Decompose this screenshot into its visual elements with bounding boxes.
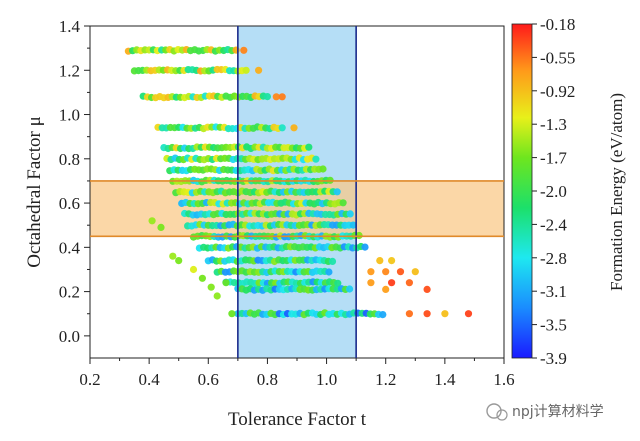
data-point <box>349 221 357 229</box>
y-tick-label: 0.6 <box>59 194 80 213</box>
data-point <box>423 285 431 293</box>
data-point <box>464 310 473 318</box>
data-point <box>189 265 198 274</box>
data-point <box>240 46 248 54</box>
data-point <box>278 93 286 101</box>
data-point <box>228 310 236 318</box>
data-point <box>242 66 250 74</box>
data-point <box>198 274 206 282</box>
colorbar-tick-label: -0.92 <box>540 82 575 101</box>
data-point <box>290 124 298 132</box>
data-point <box>376 257 384 265</box>
y-tick-label: 1.2 <box>59 61 80 80</box>
data-point <box>382 285 390 293</box>
data-point <box>319 165 327 173</box>
x-tick-label: 0.8 <box>257 370 278 389</box>
data-point <box>213 292 221 300</box>
x-tick-label: 1.6 <box>493 370 514 389</box>
colorbar-gradient <box>511 23 533 359</box>
data-point <box>175 257 183 265</box>
colorbar-tick-label: -2.4 <box>540 215 567 234</box>
data-point <box>423 310 431 318</box>
data-point <box>388 257 396 265</box>
wechat-icon <box>486 403 502 419</box>
data-point <box>339 199 347 207</box>
data-point <box>333 188 341 196</box>
y-tick-label: 0.4 <box>59 238 81 257</box>
data-point <box>346 210 354 218</box>
x-tick-label: 1.2 <box>375 370 396 389</box>
x-tick-label: 0.4 <box>139 370 161 389</box>
data-point <box>441 310 449 318</box>
y-tick-label: 0.2 <box>59 283 80 302</box>
colorbar-title: Formation Energy (eV/atom) <box>607 93 626 291</box>
y-tick-label: 1.4 <box>59 17 81 36</box>
colorbar-tick-label: -2.8 <box>540 249 567 268</box>
x-tick-label: 0.6 <box>198 370 219 389</box>
watermark-text: npj计算材料学 <box>512 404 604 420</box>
data-point <box>405 279 413 287</box>
data-point <box>382 268 390 276</box>
data-point <box>367 268 375 276</box>
x-tick-label: 1.4 <box>434 370 456 389</box>
colorbar-tick-label: -2.0 <box>540 182 567 201</box>
data-point <box>169 252 177 260</box>
x-axis-title: Tolerance Factor t <box>228 409 367 430</box>
data-point <box>278 124 286 132</box>
colorbar-tick-label: -3.1 <box>540 282 567 301</box>
data-point <box>405 310 413 318</box>
data-point <box>379 311 387 319</box>
colorbar-tick-label: -0.18 <box>540 15 575 34</box>
data-point <box>346 285 354 293</box>
data-point <box>222 279 230 287</box>
y-tick-label: 1.0 <box>59 106 80 125</box>
data-point <box>148 217 156 225</box>
colorbar-tick-label: -3.9 <box>540 349 567 368</box>
data-point <box>388 279 396 287</box>
y-tick-label: 0.0 <box>59 327 80 346</box>
colorbar-tick-label: -1.3 <box>540 115 567 134</box>
data-point <box>207 283 215 291</box>
watermark: npj计算材料学 <box>486 403 604 421</box>
data-point <box>334 279 342 287</box>
data-point <box>255 66 263 74</box>
data-point <box>325 268 333 276</box>
data-point <box>396 268 405 276</box>
colorbar-tick-label: -0.55 <box>540 48 575 67</box>
data-point <box>361 243 369 251</box>
wechat-icon-bubble <box>496 409 508 421</box>
y-axis-title: Octahedral Factor μ <box>24 116 45 268</box>
data-point <box>411 268 419 276</box>
data-point <box>312 155 320 163</box>
x-tick-label: 1.0 <box>316 370 337 389</box>
y-tick-label: 0.8 <box>59 150 80 169</box>
data-point <box>328 257 337 265</box>
x-tick-label: 0.2 <box>79 370 100 389</box>
data-point <box>305 143 313 151</box>
colorbar-tick-label: -3.5 <box>540 316 567 335</box>
data-point <box>157 223 165 231</box>
colorbar-tick-label: -1.7 <box>540 149 567 168</box>
data-point <box>263 93 271 101</box>
data-point <box>367 279 375 287</box>
data-point <box>272 93 280 101</box>
